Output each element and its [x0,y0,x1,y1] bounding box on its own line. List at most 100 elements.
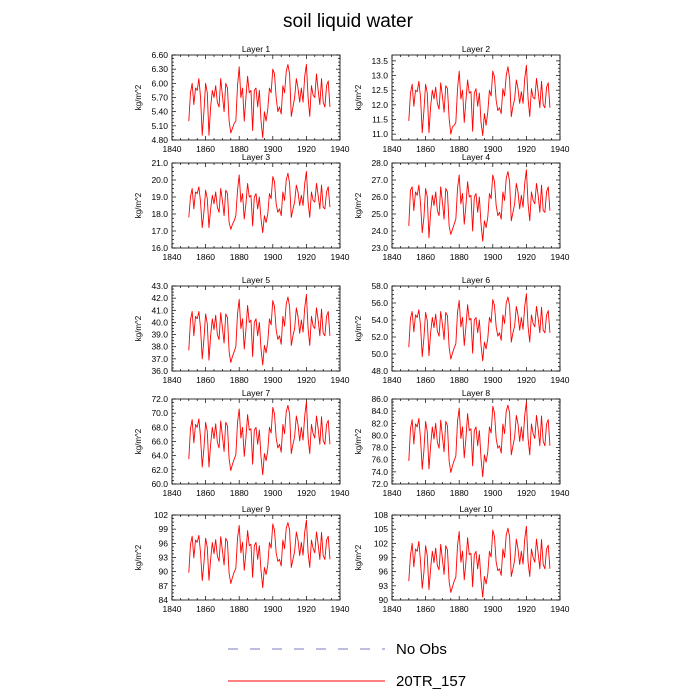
y-tick-label: 87 [159,581,169,591]
y-tick-label: 99 [159,524,169,534]
y-tick-label: 80.0 [371,430,388,440]
y-tick-label: 99 [379,553,389,563]
y-tick-label: 50.0 [371,349,388,359]
x-tick-label: 1880 [230,488,249,498]
y-tick-label: 90 [379,595,389,605]
x-tick-label: 1920 [297,604,316,614]
y-tick-label: 4.80 [151,135,168,145]
x-tick-label: 1940 [551,144,570,154]
y-tick-label: 21.0 [151,158,168,168]
y-tick-label: 12.5 [371,85,388,95]
y-tick-label: 96 [379,567,389,577]
y-tick-label: 68.0 [151,422,168,432]
x-tick-label: 1940 [551,252,570,262]
y-tick-label: 84.0 [371,406,388,416]
y-tick-label: 6.30 [151,64,168,74]
y-tick-label: 102 [154,510,168,520]
x-tick-label: 1940 [551,488,570,498]
x-tick-label: 1860 [416,488,435,498]
series-20tr-157-line [408,64,551,137]
x-tick-label: 1860 [416,252,435,262]
y-tick-label: 13.5 [371,56,388,66]
x-tick-label: 1900 [483,604,502,614]
y-axis-label: kg/m^2 [354,544,363,570]
plot-frame [171,162,341,249]
series-20tr-157-line [188,63,331,139]
x-tick-label: 1880 [450,375,469,385]
y-axis-label: kg/m^2 [134,84,143,110]
panel-layer-3: Layer 3 1840 1860 1880 1900 1920 1940 16.0 17.0 1… [134,152,350,262]
panel-grid: Layer 1 1840 1860 1880 1900 1920 1940 4.80 5.10 5… [134,44,570,614]
plot-frame [391,285,561,372]
y-tick-label: 24.0 [371,226,388,236]
panel-title: Layer 7 [242,388,271,398]
y-tick-label: 58.0 [371,281,388,291]
x-tick-label: 1900 [483,488,502,498]
panel-layer-5: Layer 5 1840 1860 1880 1900 1920 1940 36.0 37.0 3… [134,275,350,385]
y-tick-label: 28.0 [371,158,388,168]
panel-layer-9: Layer 9 1840 1860 1880 1900 1920 1940 84 87 90 93 9… [134,504,350,614]
y-axis-label: kg/m^2 [354,84,363,110]
x-tick-label: 1840 [163,604,182,614]
x-tick-label: 1940 [331,604,350,614]
x-tick-label: 1860 [196,488,215,498]
x-tick-label: 1940 [331,488,350,498]
panel-title: Layer 9 [242,504,271,514]
panel-title: Layer 6 [462,275,491,285]
y-tick-label: 6.00 [151,78,168,88]
x-tick-label: 1900 [263,144,282,154]
series-20tr-157-line [408,401,551,478]
x-tick-label: 1920 [517,604,536,614]
x-tick-label: 1900 [483,252,502,262]
panel-title: Layer 3 [242,152,271,162]
y-tick-label: 43.0 [151,281,168,291]
x-tick-label: 1860 [196,252,215,262]
panel-layer-8: Layer 8 1840 1860 1880 1900 1920 1940 72.0 74.0 7… [354,388,570,498]
x-tick-label: 1940 [551,604,570,614]
y-tick-label: 38.0 [151,342,168,352]
series-20tr-157-line [188,519,331,589]
y-tick-label: 13.0 [371,71,388,81]
panel-title: Layer 4 [462,152,491,162]
panel-title: Layer 1 [242,44,271,54]
y-tick-label: 56.0 [371,298,388,308]
x-tick-label: 1840 [163,144,182,154]
series-20tr-157-line [188,401,331,476]
x-tick-label: 1840 [383,604,402,614]
series-20tr-157-line [408,169,551,242]
y-tick-label: 11.0 [372,129,388,139]
legend-label-20tr-157: 20TR_157 [396,673,466,690]
x-tick-label: 1880 [230,252,249,262]
x-tick-label: 1920 [517,144,536,154]
y-tick-label: 64.0 [151,451,168,461]
x-tick-label: 1940 [331,252,350,262]
y-tick-label: 108 [374,510,388,520]
series-20tr-157-line [408,525,551,598]
x-tick-label: 1860 [196,375,215,385]
x-tick-label: 1880 [450,488,469,498]
x-tick-label: 1840 [383,144,402,154]
x-tick-label: 1840 [163,252,182,262]
y-tick-label: 5.10 [151,121,168,131]
x-tick-label: 1940 [331,144,350,154]
y-tick-label: 20.0 [151,175,168,185]
y-tick-label: 105 [374,524,388,534]
y-tick-label: 12.0 [371,100,388,110]
x-tick-label: 1920 [297,144,316,154]
y-tick-label: 26.0 [371,192,388,202]
y-tick-label: 72.0 [371,479,388,489]
plot-frame [171,398,341,485]
series-20tr-157-line [188,294,331,366]
y-tick-label: 60.0 [151,479,168,489]
x-tick-label: 1920 [297,375,316,385]
x-tick-label: 1880 [450,252,469,262]
x-tick-label: 1920 [297,488,316,498]
y-tick-label: 102 [374,538,388,548]
x-tick-label: 1900 [263,488,282,498]
y-tick-label: 42.0 [151,293,168,303]
y-tick-label: 93 [379,581,389,591]
figure-title: soil liquid water [283,11,414,32]
x-tick-label: 1860 [416,604,435,614]
x-tick-label: 1900 [263,604,282,614]
